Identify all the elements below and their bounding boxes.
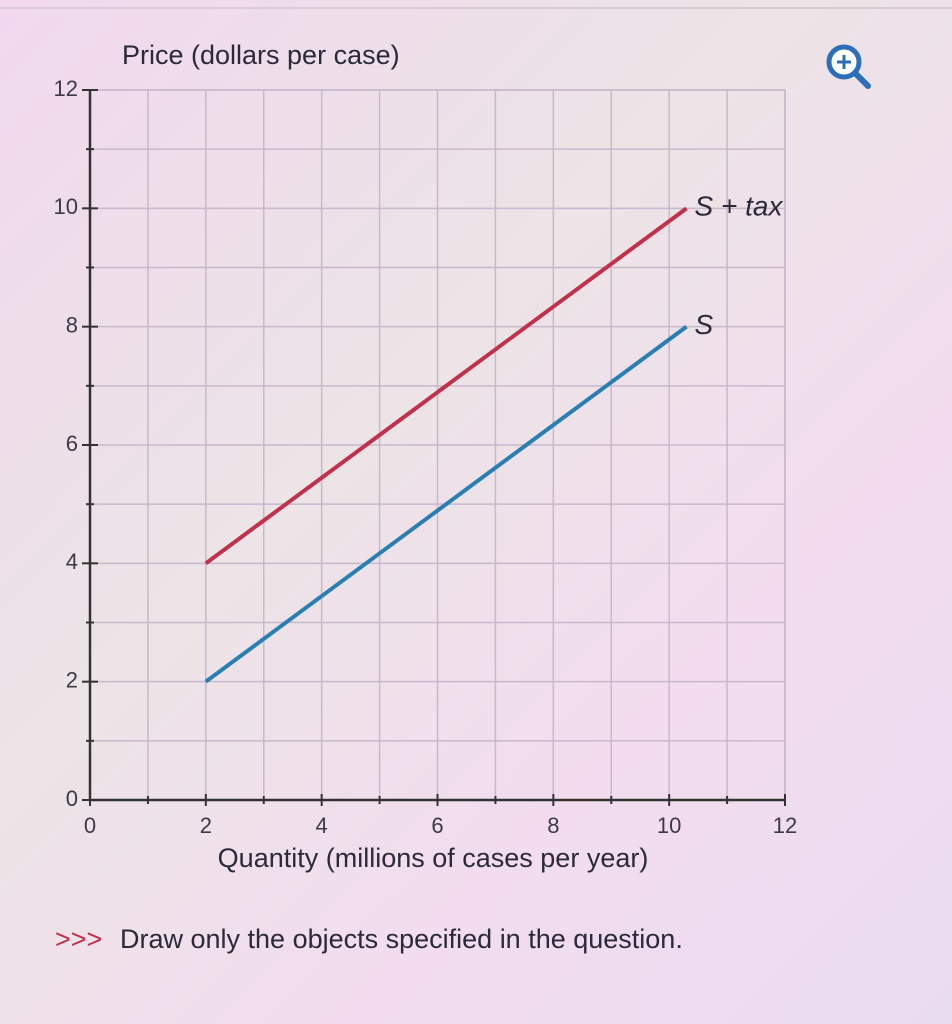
x-tick-label: 10 (657, 813, 681, 838)
zoom-handle (852, 70, 871, 89)
y-tick-label: 12 (54, 76, 78, 101)
y-tick-label: 10 (54, 194, 78, 219)
grid (89, 89, 786, 801)
series-line (204, 325, 688, 684)
y-tick-label: 4 (66, 549, 78, 574)
y-axis-title: Price (dollars per case) (122, 40, 400, 70)
y-tick-label: 0 (66, 786, 78, 811)
y-tick-label: 8 (66, 312, 78, 337)
x-axis-title: Quantity (millions of cases per year) (218, 843, 649, 873)
x-tick-label: 12 (773, 813, 797, 838)
x-tick-label: 8 (547, 813, 559, 838)
footer-marker: >>> (55, 924, 102, 954)
series-label: S + tax (695, 191, 784, 222)
y-tick-label: 6 (66, 431, 78, 456)
series-line (204, 206, 688, 565)
x-tick-label: 0 (84, 813, 96, 838)
x-tick-label: 6 (431, 813, 443, 838)
zoom-button[interactable] (826, 44, 871, 89)
series-label: S (695, 309, 714, 340)
x-tick-label: 4 (316, 813, 328, 838)
y-tick-label: 2 (66, 667, 78, 692)
footer-instruction: Draw only the objects specified in the q… (120, 924, 683, 954)
x-tick-label: 2 (200, 813, 212, 838)
